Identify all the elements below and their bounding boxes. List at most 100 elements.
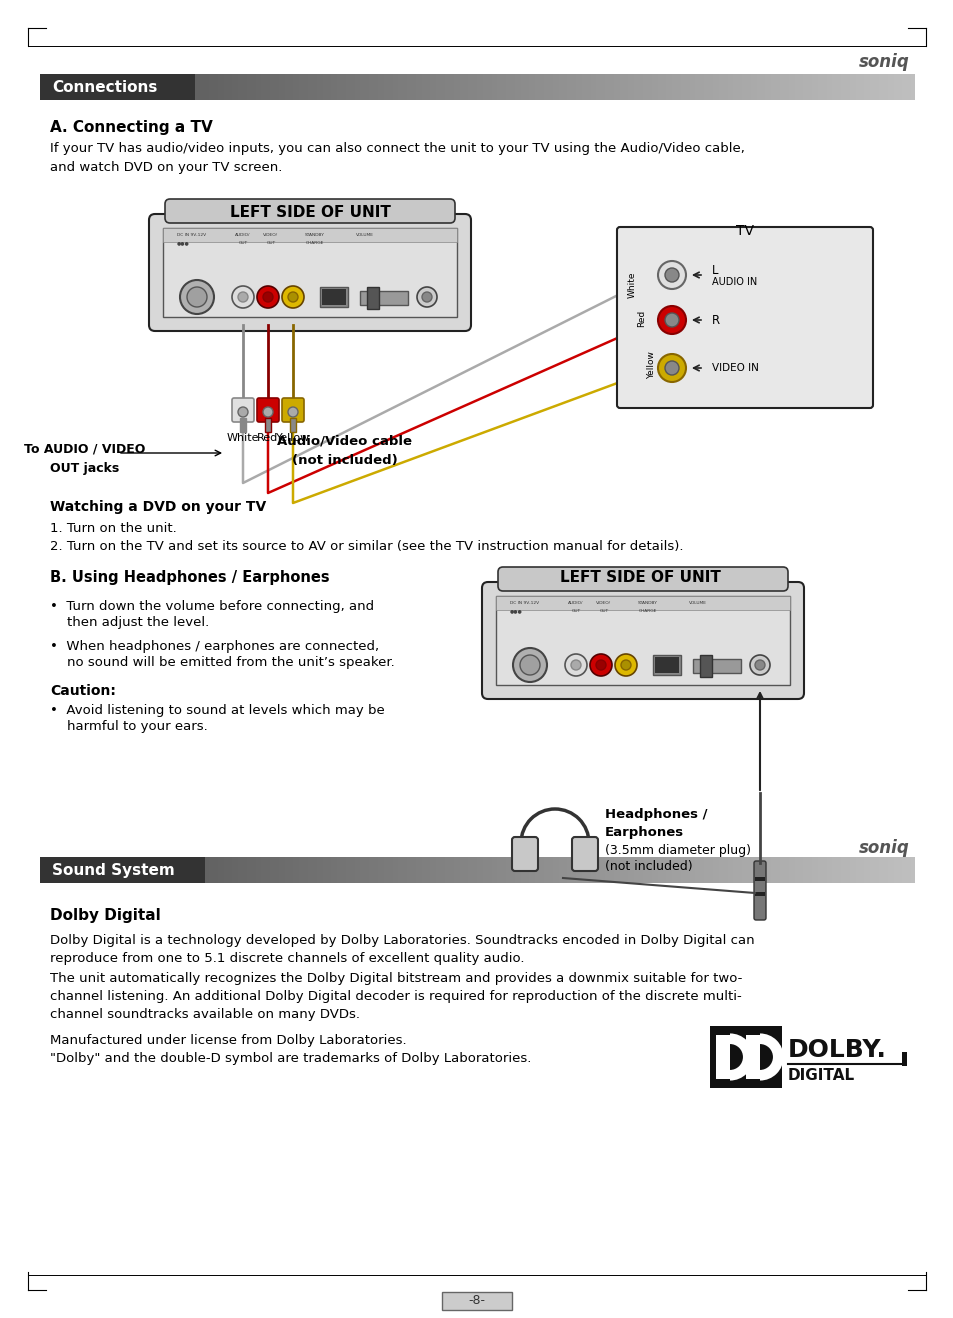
- Bar: [692, 659, 740, 673]
- Bar: [40, 857, 44, 883]
- Bar: [192, 857, 195, 883]
- Bar: [604, 74, 608, 100]
- Text: then adjust the level.: then adjust the level.: [50, 616, 209, 629]
- Bar: [305, 74, 309, 100]
- Bar: [131, 857, 133, 883]
- Bar: [302, 74, 306, 100]
- Bar: [270, 74, 274, 100]
- Bar: [881, 857, 884, 883]
- Bar: [163, 228, 456, 243]
- Bar: [861, 857, 864, 883]
- Bar: [459, 74, 463, 100]
- Text: (3.5mm diameter plug): (3.5mm diameter plug): [604, 844, 750, 857]
- Text: Connections: Connections: [52, 79, 157, 95]
- Bar: [66, 857, 70, 883]
- Bar: [573, 857, 577, 883]
- Bar: [84, 857, 88, 883]
- Bar: [712, 857, 716, 883]
- Bar: [910, 74, 914, 100]
- Text: VOLUME: VOLUME: [688, 601, 706, 605]
- Bar: [721, 857, 724, 883]
- Bar: [910, 857, 914, 883]
- Circle shape: [288, 407, 297, 416]
- Bar: [148, 74, 152, 100]
- Bar: [614, 857, 617, 883]
- Bar: [69, 857, 72, 883]
- Bar: [601, 74, 605, 100]
- Bar: [861, 74, 864, 100]
- Bar: [537, 74, 541, 100]
- Bar: [214, 74, 218, 100]
- Text: Manufactured under license from Dolby Laboratories.: Manufactured under license from Dolby La…: [50, 1035, 406, 1046]
- Bar: [372, 857, 375, 883]
- Bar: [454, 857, 456, 883]
- Bar: [413, 857, 416, 883]
- Bar: [817, 857, 821, 883]
- Bar: [675, 857, 679, 883]
- Bar: [223, 74, 227, 100]
- Bar: [655, 656, 679, 673]
- Bar: [349, 74, 353, 100]
- Bar: [235, 74, 238, 100]
- Bar: [782, 857, 786, 883]
- Bar: [281, 74, 285, 100]
- Bar: [590, 74, 594, 100]
- Text: B. Using Headphones / Earphones: B. Using Headphones / Earphones: [50, 569, 330, 585]
- Bar: [907, 857, 911, 883]
- Text: channel listening. An additional Dolby Digital decoder is required for reproduct: channel listening. An additional Dolby D…: [50, 990, 741, 1003]
- Bar: [858, 857, 862, 883]
- Bar: [485, 857, 489, 883]
- Bar: [101, 857, 105, 883]
- Bar: [352, 74, 355, 100]
- Bar: [675, 74, 679, 100]
- Bar: [424, 74, 428, 100]
- Bar: [875, 857, 879, 883]
- Bar: [825, 74, 829, 100]
- Bar: [253, 74, 256, 100]
- Bar: [622, 857, 626, 883]
- Bar: [497, 74, 500, 100]
- Bar: [363, 74, 367, 100]
- Bar: [410, 857, 414, 883]
- Bar: [229, 74, 233, 100]
- Bar: [652, 655, 680, 675]
- Bar: [777, 74, 780, 100]
- Text: The unit automatically recognizes the Dolby Digital bitstream and provides a dow: The unit automatically recognizes the Do…: [50, 971, 741, 985]
- Circle shape: [589, 654, 612, 676]
- Bar: [899, 74, 902, 100]
- Bar: [436, 74, 439, 100]
- Bar: [736, 857, 740, 883]
- Bar: [278, 857, 282, 883]
- Bar: [581, 74, 585, 100]
- Bar: [339, 857, 343, 883]
- Bar: [296, 857, 300, 883]
- Bar: [311, 857, 314, 883]
- Bar: [678, 74, 681, 100]
- Bar: [887, 857, 890, 883]
- Bar: [372, 74, 375, 100]
- Bar: [515, 857, 518, 883]
- Bar: [628, 74, 632, 100]
- Bar: [275, 857, 279, 883]
- Bar: [383, 74, 387, 100]
- Bar: [98, 857, 102, 883]
- Bar: [355, 857, 358, 883]
- Bar: [619, 857, 623, 883]
- Bar: [275, 74, 279, 100]
- Bar: [724, 74, 727, 100]
- Bar: [814, 74, 818, 100]
- Bar: [336, 74, 340, 100]
- Bar: [136, 857, 140, 883]
- Bar: [294, 74, 297, 100]
- Bar: [520, 74, 524, 100]
- Bar: [485, 74, 489, 100]
- Bar: [357, 857, 361, 883]
- Text: (not included): (not included): [604, 861, 692, 873]
- Bar: [744, 857, 748, 883]
- Text: soniq: soniq: [859, 53, 909, 71]
- Bar: [451, 74, 454, 100]
- Bar: [165, 857, 169, 883]
- Bar: [75, 74, 78, 100]
- Bar: [689, 857, 693, 883]
- Bar: [648, 857, 652, 883]
